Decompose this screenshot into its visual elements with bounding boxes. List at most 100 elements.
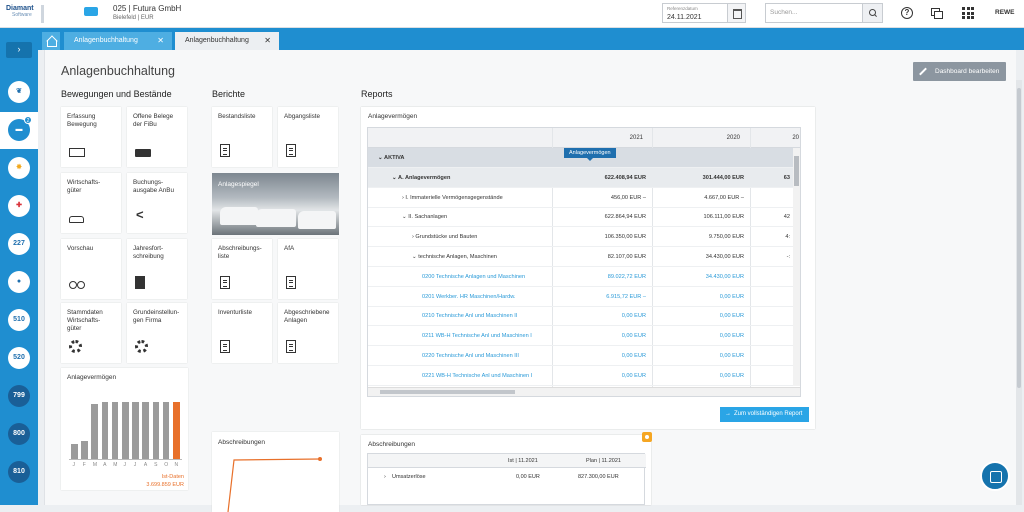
row-value-v2: 0,00 EUR — [719, 372, 744, 379]
mini-chart-month-label: J — [123, 462, 127, 468]
sidebar-item-sun[interactable]: ✸ — [0, 150, 38, 187]
tile-anlagespiegel[interactable]: Anlagespiegel — [212, 173, 339, 235]
table-row[interactable]: 0200 Technische Anlagen und Maschinen 89.… — [368, 267, 796, 287]
tile-stammdaten[interactable]: Stammdaten Wirtschafts- güter — [61, 303, 121, 363]
berichte-title: Berichte — [212, 89, 246, 99]
row-value-v1: 89.022,72 EUR — [607, 273, 646, 280]
mini-chart-month-label: S — [154, 462, 158, 468]
sidebar-item-799[interactable]: 799 — [0, 378, 38, 415]
chevron-right-icon[interactable]: › — [384, 474, 386, 480]
close-icon[interactable]: ✕ — [264, 36, 271, 45]
gear-icon — [135, 340, 148, 353]
scroll-thumb[interactable] — [1017, 88, 1021, 388]
main-content: Anlagenbuchhaltung Dashboard bearbeiten … — [44, 50, 1016, 512]
sidebar-item-810[interactable]: 810 — [0, 454, 38, 491]
column-separator — [552, 128, 553, 396]
row-label: ⌄ II. Sachanlagen — [402, 214, 448, 221]
row-value-v3: 4: — [785, 234, 790, 241]
tab-anlagenbuchhaltung-1[interactable]: Anlagenbuchhaltung ✕ — [64, 32, 172, 50]
floating-action-button[interactable] — [980, 461, 1010, 491]
tile-afa[interactable]: AfA — [278, 239, 338, 299]
edit-dashboard-button[interactable]: Dashboard bearbeiten — [913, 62, 1006, 81]
calendar-icon[interactable] — [727, 4, 745, 22]
gear-icon — [69, 340, 82, 353]
sidebar-toggle-button[interactable]: › — [6, 42, 32, 58]
sidebar-item-leaf[interactable]: ❦ — [0, 74, 38, 111]
logo-subtext: Software — [12, 12, 32, 18]
abschreibungen-mini-chart[interactable]: Abschreibungen — [212, 432, 339, 512]
row-value-v3: 42 — [783, 214, 790, 221]
table-row[interactable]: 0221 WB-H Technische Anl und Maschinen I… — [368, 366, 796, 386]
tile-abschreibungsliste[interactable]: Abschreibungs- liste — [212, 239, 272, 299]
row-value-v2: 0,00 EUR — [719, 313, 744, 320]
tile-bestandsliste[interactable]: Bestandsliste — [212, 107, 272, 167]
tile-offene-belege[interactable]: Offene Belege der FiBu — [127, 107, 187, 167]
sidebar-item-medical[interactable]: ✚ — [0, 188, 38, 225]
table-row[interactable]: › Umsatzerlöse 0,00 EUR 827.300,00 EUR — [368, 468, 646, 486]
leaf-icon: ❦ — [8, 81, 30, 103]
reference-date-label: Referenzdatum — [667, 6, 698, 11]
apps-grid-icon[interactable] — [962, 7, 974, 19]
reference-date-field[interactable]: Referenzdatum 24.11.2021 — [662, 3, 746, 23]
home-icon[interactable] — [42, 32, 60, 50]
table-row[interactable]: 0220 Technische Anl und Maschinen III 0,0… — [368, 346, 796, 366]
table-row[interactable]: ⌄ II. Sachanlagen 622.864,94 EUR 106.111,0… — [368, 207, 796, 228]
sidebar-item-label: 810 — [8, 461, 30, 483]
tile-grundeinstellungen[interactable]: Grundeinstellun- gen Firma — [127, 303, 187, 363]
company-icon — [84, 7, 98, 16]
mini-chart-month-label: M — [92, 462, 98, 468]
page-scrollbar[interactable] — [1016, 80, 1022, 505]
sidebar-item-510[interactable]: 510 — [0, 302, 38, 339]
chat-icon[interactable] — [930, 7, 943, 19]
search-icon[interactable] — [862, 4, 882, 22]
head-icon: ● — [8, 271, 30, 293]
diamant-logo[interactable]: Diamant Software — [6, 5, 44, 23]
scroll-thumb[interactable] — [380, 390, 515, 394]
table-row[interactable]: › Grundstücke und Bauten 106.350,00 EUR 9.… — [368, 227, 796, 248]
row-value-v3: 63 — [783, 174, 790, 181]
full-report-button[interactable]: → Zum vollständigen Report — [720, 407, 809, 422]
report-table[interactable]: 2021 2020 20 ⌄ AKTIVA ⌄ A. Anlagevermögen… — [367, 127, 801, 397]
tile-abgeschriebene-anlagen[interactable]: Abgeschriebene Anlagen — [278, 303, 338, 363]
abschreibungen-table[interactable]: Ist | 11.2021 Plan | 11.2021 › Umsatzerl… — [367, 453, 646, 505]
row-value-plan: 827.300,00 EUR — [578, 474, 619, 480]
table-row[interactable]: ⌄ A. Anlagevermögen 622.408,94 EUR 301.444… — [368, 167, 796, 188]
table-row[interactable]: ⌄ technische Anlagen, Maschinen 82.107,00… — [368, 247, 796, 267]
page-title: Anlagenbuchhaltung — [61, 64, 175, 78]
tile-abgangsliste[interactable]: Abgangsliste — [278, 107, 338, 167]
search-input[interactable] — [770, 9, 860, 16]
tile-jahresfortschreibung[interactable]: Jahresfort- schreibung — [127, 239, 187, 299]
close-icon[interactable]: ✕ — [157, 36, 164, 45]
row-value-v1: 0,00 EUR — [621, 313, 646, 320]
help-icon[interactable]: ? — [901, 7, 913, 19]
sidebar-item-227[interactable]: 227 — [0, 226, 38, 263]
tile-vorschau[interactable]: Vorschau — [61, 239, 121, 299]
table-row[interactable]: 0211 WB-H Technische Anl und Maschinen I… — [368, 326, 796, 347]
sidebar-item-520[interactable]: 520 — [0, 340, 38, 377]
column-separator — [750, 128, 751, 396]
row-value-ist: 0,00 EUR — [516, 474, 540, 480]
user-menu[interactable]: REWE — [995, 9, 1015, 16]
report-vertical-scrollbar[interactable] — [793, 148, 800, 386]
company-selector[interactable]: 025 | Futura GmbH Bielefeld | EUR — [113, 4, 181, 21]
favorite-icon[interactable] — [642, 432, 652, 442]
sidebar-item-head[interactable]: ● — [0, 264, 38, 301]
tile-inventurliste[interactable]: Inventurliste — [212, 303, 272, 363]
tile-erfassung-bewegung[interactable]: Erfassung Bewegung — [61, 107, 121, 167]
tile-buchungsausgabe[interactable]: Buchungs- ausgabe AnBu — [127, 173, 187, 233]
scroll-thumb[interactable] — [794, 156, 799, 186]
tile-wirtschaftsgueter[interactable]: Wirtschafts- güter — [61, 173, 121, 233]
company-icon: ▬ — [8, 119, 30, 141]
report-horizontal-scrollbar[interactable] — [368, 387, 800, 396]
tab-anlagenbuchhaltung-2[interactable]: Anlagenbuchhaltung ✕ — [175, 32, 279, 50]
sidebar-item-800[interactable]: 800 — [0, 416, 38, 453]
sidebar-item-anlagenbuchhaltung[interactable]: ▬ 2 — [0, 112, 38, 149]
reference-date-value[interactable]: 24.11.2021 — [667, 14, 702, 21]
table-row[interactable]: 0201 Werkber. HR Maschinen/Hardw. 6.915,7… — [368, 287, 796, 307]
mini-chart-bar — [91, 403, 98, 459]
table-row[interactable]: ⌄ AKTIVA — [368, 148, 796, 168]
tile-label: Jahresfort- schreibung — [133, 245, 164, 260]
anlagevermoegen-mini-chart[interactable]: Anlagevermögen Ist-Daten 3.699.859 EUR J… — [61, 368, 188, 490]
table-row[interactable]: 0210 Technische Anl und Maschinen II 0,00… — [368, 306, 796, 327]
table-row[interactable]: › I. Immaterielle Vermögensgegenstände 45… — [368, 188, 796, 208]
